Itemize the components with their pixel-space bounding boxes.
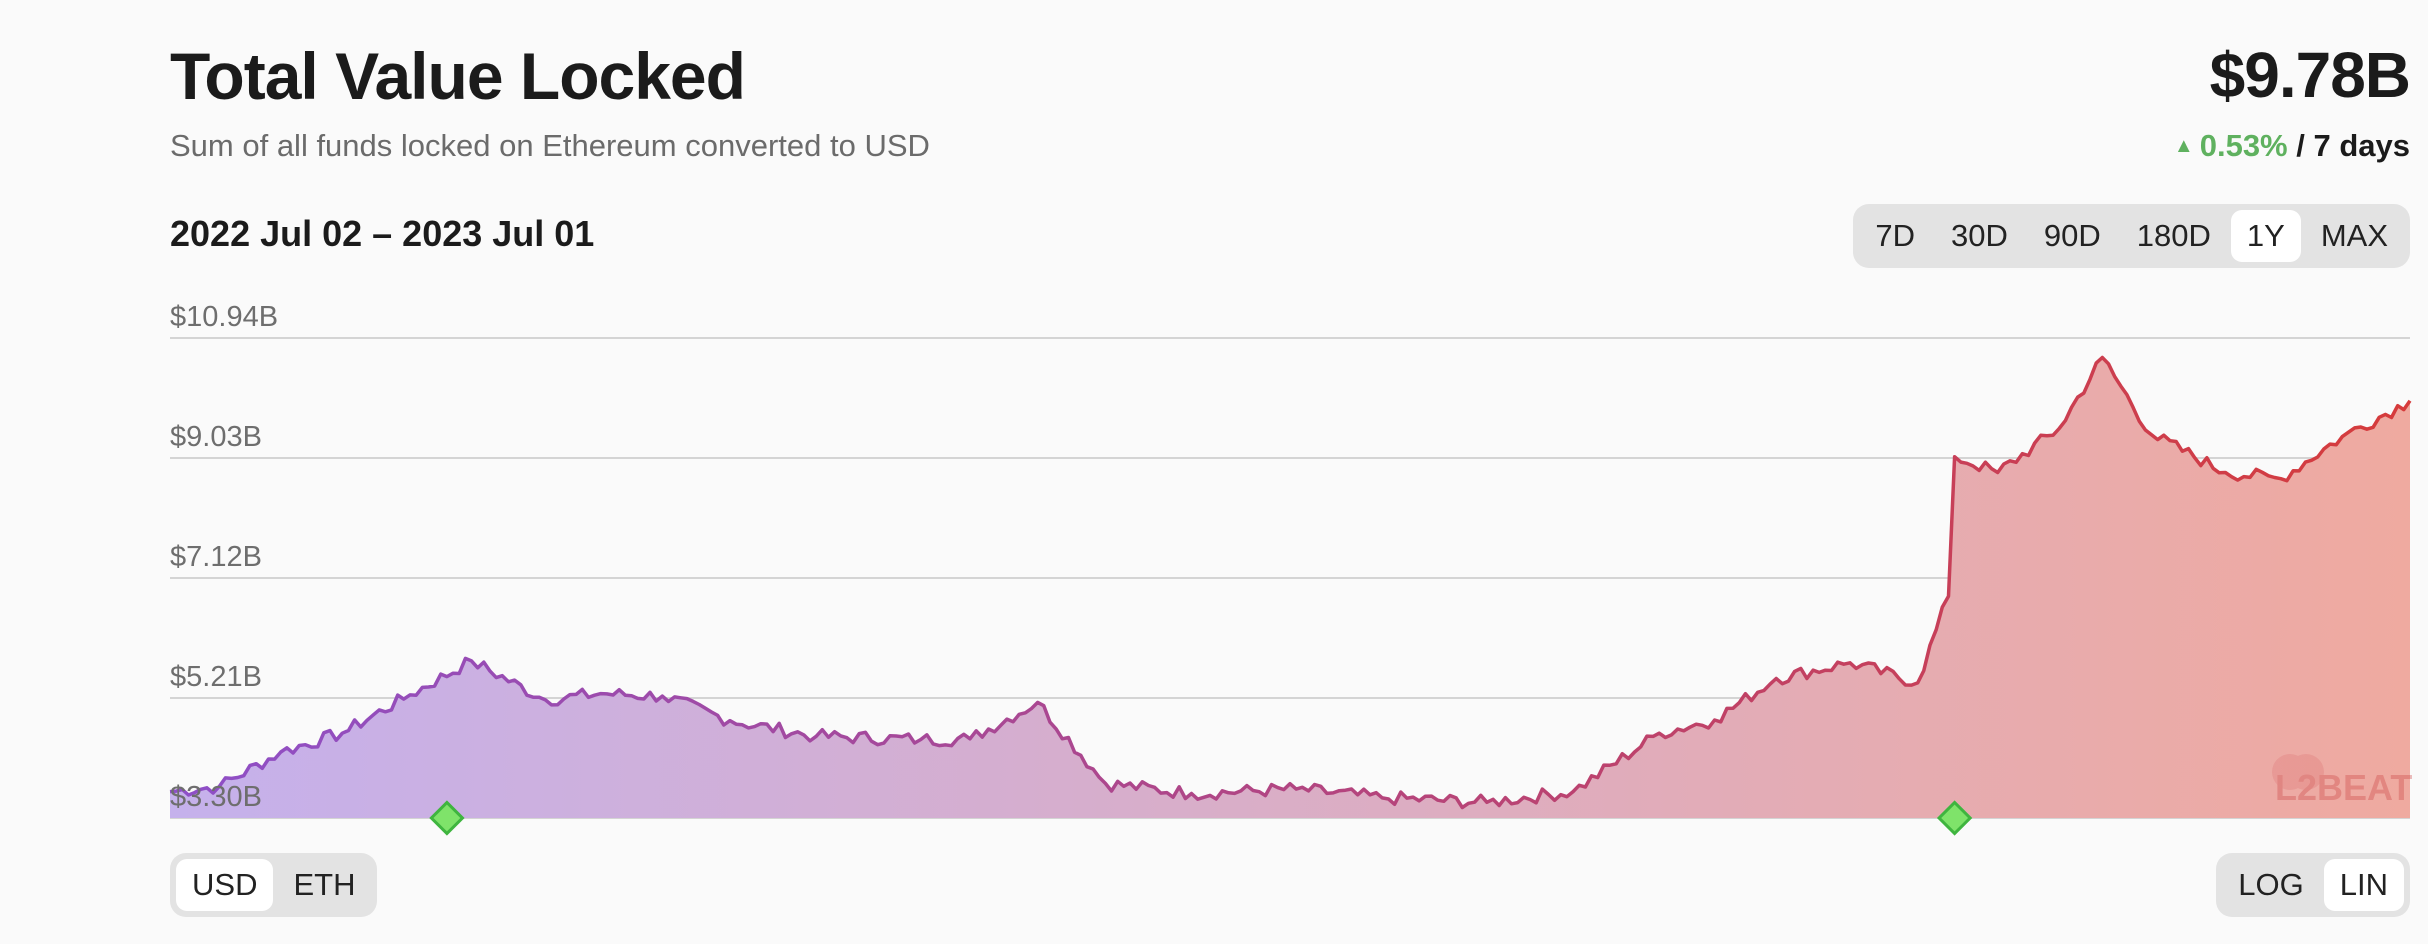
page-subtitle: Sum of all funds locked on Ethereum conv… (170, 128, 930, 163)
milestone-diamond-icon[interactable] (429, 800, 465, 836)
period-30d-button[interactable]: 30D (1951, 218, 2008, 253)
tvl-area (170, 357, 2410, 818)
change-period: / 7 days (2296, 128, 2410, 163)
period-1y-button[interactable]: 1Y (2230, 210, 2301, 262)
period-max-button[interactable]: MAX (2320, 218, 2388, 253)
date-range: 2022 Jul 02 – 2023 Jul 01 (170, 213, 595, 254)
l2beat-watermark-icon: L2BEAT (2272, 754, 2412, 808)
scale-log-button[interactable]: LOG (2238, 867, 2304, 902)
y-tick-label: $5.21B (170, 661, 262, 693)
tvl-change: ▲ 0.53% / 7 days (2174, 128, 2410, 164)
currency-eth-button[interactable]: ETH (293, 867, 356, 902)
period-selector: 7D 30D 90D 180D 1Y MAX (1853, 204, 2410, 268)
y-tick-label: $10.94B (170, 301, 278, 333)
tvl-line (169, 355, 2412, 810)
period-90d-button[interactable]: 90D (2043, 218, 2101, 253)
scale-selector: LOG LIN (2216, 853, 2410, 917)
y-tick-label: $3.30B (170, 781, 262, 813)
currency-usd-button[interactable]: USD (176, 859, 274, 911)
page-title: Total Value Locked (170, 39, 746, 113)
currency-selector: USD ETH (170, 853, 378, 917)
period-7d-button[interactable]: 7D (1875, 218, 1916, 253)
tvl-value: $9.78B (2209, 39, 2411, 111)
watermark-text: L2BEAT (2275, 767, 2412, 808)
y-tick-label: $7.12B (170, 541, 262, 573)
arrow-up-icon: ▲ (2173, 135, 2194, 157)
period-180d-button[interactable]: 180D (2136, 218, 2211, 253)
y-tick-label: $9.03B (170, 421, 262, 453)
change-percent: 0.53% (2199, 128, 2288, 163)
milestone-diamond-icon[interactable] (1936, 800, 1973, 836)
scale-lin-button[interactable]: LIN (2323, 859, 2404, 911)
